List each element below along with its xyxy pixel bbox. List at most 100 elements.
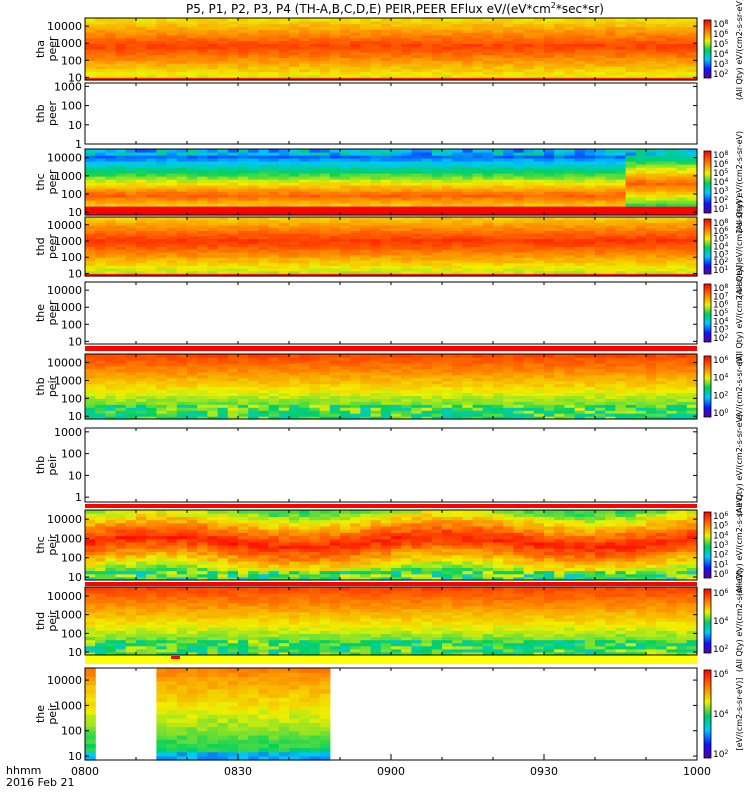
spectrogram-cell <box>564 63 576 67</box>
spectrogram-cell <box>248 152 259 156</box>
spectrogram-cell <box>227 398 239 402</box>
spectrogram-cell <box>85 176 96 180</box>
spectrogram-cell <box>238 380 249 385</box>
spectrogram-cell <box>105 383 117 388</box>
spectrogram-cell <box>350 383 361 388</box>
spectrogram-cell <box>595 57 606 61</box>
spectrogram-cell <box>513 257 525 261</box>
spectrogram-cell <box>187 265 198 269</box>
spectrogram-cell <box>360 246 372 250</box>
spectrogram-cell <box>462 164 474 168</box>
spectrogram-cell <box>238 357 249 361</box>
spectrogram-cell <box>523 191 535 195</box>
spectrogram-cell <box>472 377 484 382</box>
spectrogram-cell <box>584 188 596 192</box>
spectrogram-cell <box>513 179 525 183</box>
spectrogram-cell <box>431 380 443 385</box>
spectrogram-cell <box>523 43 535 47</box>
spectrogram-cell <box>207 54 219 58</box>
spectrogram-cell <box>442 254 453 258</box>
spectrogram-cell <box>442 404 453 408</box>
spectrogram-cell <box>595 188 606 192</box>
spectrogram-cell <box>340 410 351 414</box>
spectrogram-cell <box>136 188 147 192</box>
spectrogram-cell <box>370 270 382 274</box>
spectrogram-cell <box>319 222 331 226</box>
spectrogram-cell <box>462 257 474 261</box>
spectrogram-cell <box>646 249 657 253</box>
spectrogram-cell <box>278 26 290 30</box>
spectrogram-cell <box>615 164 627 168</box>
spectrogram-cell <box>380 374 392 379</box>
spectrogram-cell <box>166 257 178 261</box>
spectrogram-cell <box>493 268 504 272</box>
spectrogram-cell <box>482 167 494 171</box>
spectrogram-cell <box>370 212 382 216</box>
spectrogram-cell <box>360 206 372 210</box>
spectrogram-cell <box>217 155 229 159</box>
spectrogram-cell <box>493 254 504 258</box>
spectrogram-cell <box>248 71 259 75</box>
spectrogram-cell <box>187 259 198 264</box>
spectrogram-cell <box>227 270 239 274</box>
spectrogram-cell <box>156 217 168 221</box>
spectrogram-cell <box>115 29 127 33</box>
spectrogram-cell <box>462 374 474 379</box>
spectrogram-cell <box>513 34 525 39</box>
spectrogram-cell <box>115 170 127 174</box>
spectrogram-cell <box>278 268 290 272</box>
spectrogram-cell <box>401 77 412 81</box>
y-tick-label: 100 <box>61 188 82 201</box>
spectrogram-cell <box>156 257 168 261</box>
spectrogram-cell <box>554 212 565 216</box>
spectrogram-cell <box>207 71 219 75</box>
spectrogram-cell <box>513 380 525 385</box>
spectrogram-cell <box>411 219 423 223</box>
spectrogram-cell <box>309 155 321 159</box>
spectrogram-cell <box>85 51 96 56</box>
spectrogram-cell <box>615 77 627 81</box>
spectrogram-cell <box>360 410 372 414</box>
spectrogram-cell <box>319 29 331 33</box>
spectrogram-cell <box>493 238 504 242</box>
spectrogram-cell <box>136 233 147 237</box>
spectrogram-cell <box>656 222 667 226</box>
spectrogram-cell <box>319 365 331 370</box>
spectrogram-cell <box>686 179 698 183</box>
spectrogram-cell <box>197 37 208 42</box>
spectrogram-cell <box>686 222 698 226</box>
spectrogram-cell <box>503 68 514 73</box>
spectrogram-cell <box>635 259 647 264</box>
spectrogram-cell <box>136 362 147 367</box>
spectrogram-cell <box>686 265 698 269</box>
spectrogram-cell <box>676 191 688 195</box>
spectrogram-cell <box>533 176 545 180</box>
spectrogram-cell <box>421 380 433 385</box>
spectrogram-cell <box>227 32 239 36</box>
spectrogram-cell <box>125 362 137 367</box>
spectrogram-cell <box>421 246 433 250</box>
spectrogram-cell <box>248 233 259 237</box>
spectrogram-cell <box>513 243 525 248</box>
spectrogram-cell <box>391 37 402 42</box>
spectrogram-cell <box>319 179 331 183</box>
spectrogram-cell <box>686 37 698 42</box>
spectrogram-cell <box>238 262 249 266</box>
spectrogram-cell <box>635 164 647 168</box>
spectrogram-cell <box>125 26 137 30</box>
spectrogram-cell <box>187 49 198 53</box>
spectrogram-cell <box>370 383 382 388</box>
spectrogram-cell <box>503 200 514 204</box>
spectrogram-cell <box>176 65 188 70</box>
spectrogram-cell <box>176 225 188 229</box>
spectrogram-cell <box>360 49 372 53</box>
spectrogram-cell <box>360 362 372 367</box>
spectrogram-cell <box>197 241 208 245</box>
spectrogram-cell <box>309 77 321 81</box>
spectrogram-cell <box>166 71 178 75</box>
spectrogram-cell <box>197 357 208 361</box>
spectrogram-cell <box>370 182 382 186</box>
spectrogram-cell <box>207 37 219 42</box>
spectrogram-cell <box>401 46 412 50</box>
spectrogram-cell <box>166 404 178 408</box>
